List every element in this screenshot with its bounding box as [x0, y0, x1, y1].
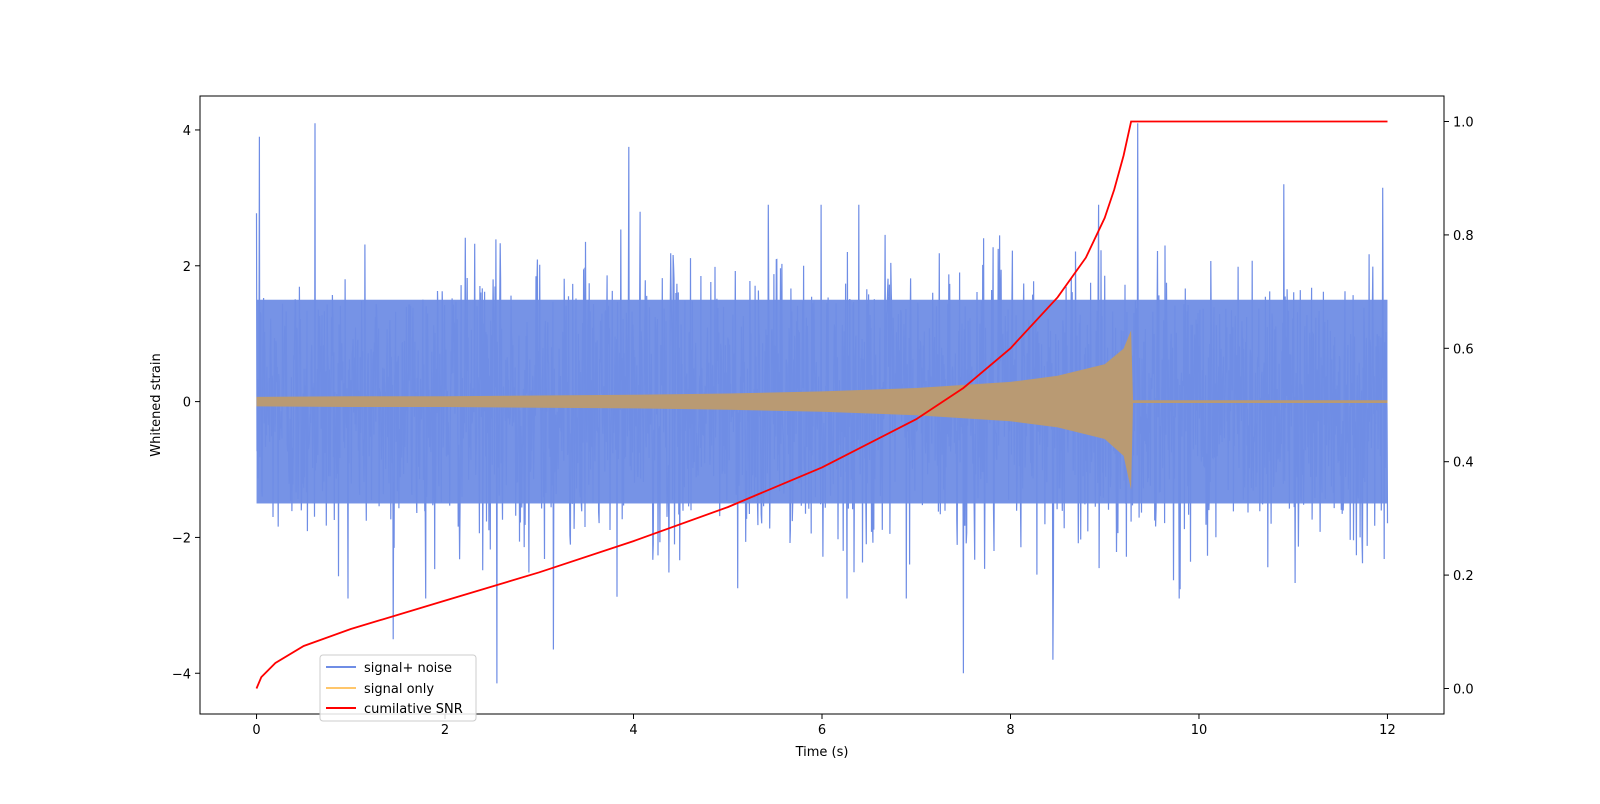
- x-tick-label: 0: [252, 723, 260, 738]
- legend-label-cumulative-snr: cumilative SNR: [364, 702, 463, 717]
- y-axis-label-left: Whitened strain: [149, 353, 164, 456]
- x-tick-label: 12: [1379, 723, 1396, 738]
- y-tick-label-right: 0.6: [1453, 342, 1474, 357]
- y-tick-label-left: 2: [183, 260, 191, 275]
- x-tick-label: 2: [441, 723, 449, 738]
- y-tick-label-right: 1.0: [1453, 116, 1474, 131]
- y-tick-label-right: 0.0: [1453, 682, 1474, 697]
- x-tick-label: 4: [629, 723, 637, 738]
- x-tick-label: 8: [1006, 723, 1014, 738]
- x-tick-label: 10: [1191, 723, 1208, 738]
- y-tick-label-left: 0: [183, 396, 191, 411]
- y-tick-label-right: 0.8: [1453, 229, 1474, 244]
- x-axis-label: Time (s): [795, 745, 849, 760]
- y-tick-label-left: −2: [172, 531, 191, 546]
- ticks-layer: 0 2 4 6 8 10 12 −4 −2 0 2 4 0.0 0.2 0.4 0.6 0.8 1.0: [172, 116, 1474, 738]
- series-signal-only-envelope: [256, 330, 1388, 490]
- x-tick-label: 6: [818, 723, 826, 738]
- series-layer: [255, 120, 1389, 689]
- y-tick-label-right: 0.2: [1453, 569, 1474, 584]
- legend: signal+ noise signal only cumilative SNR: [319, 654, 477, 722]
- series-cumulative-snr-line: [255, 120, 1388, 689]
- legend-label-signal-noise: signal+ noise: [364, 661, 452, 676]
- y-tick-label-right: 0.4: [1453, 456, 1474, 471]
- y-tick-label-left: 4: [183, 124, 191, 139]
- y-tick-label-left: −4: [172, 667, 191, 682]
- legend-box: [319, 654, 477, 722]
- legend-label-signal-only: signal only: [364, 682, 434, 697]
